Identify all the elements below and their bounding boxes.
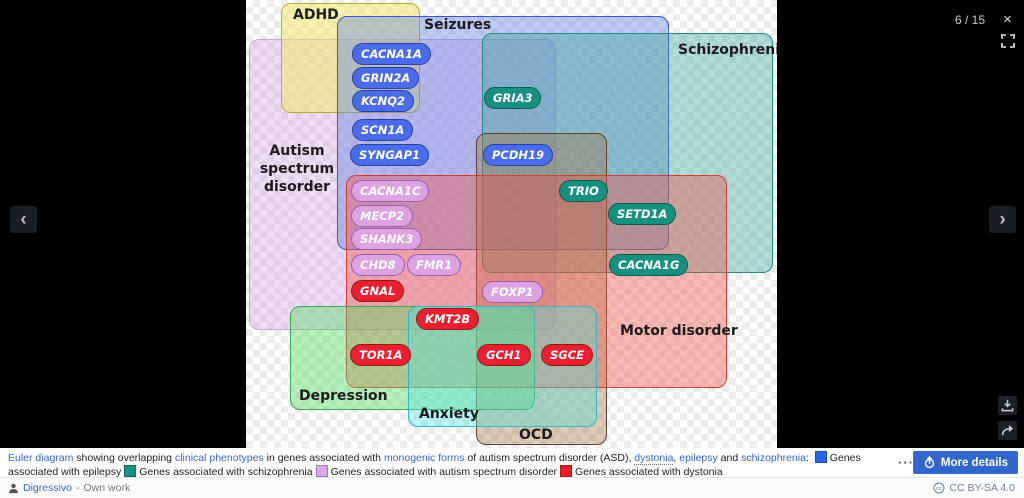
gene-pill-pcdh19: PCDH19	[483, 144, 554, 166]
set-label-autism-spectrum-disorder: Autism spectrum disorder	[259, 143, 335, 195]
legend-swatch-autism	[315, 464, 328, 477]
gene-pill-cacna1a: CACNA1A	[352, 43, 431, 65]
gene-pill-sgce: SGCE	[541, 344, 594, 366]
more-details-label: More details	[940, 456, 1008, 469]
gene-pill-fmr1: FMR1	[407, 254, 462, 276]
link-clinical-phenotypes[interactable]: clinical phenotypes	[174, 452, 264, 464]
image-counter: 6 / 15	[955, 13, 986, 27]
fullscreen-button[interactable]	[999, 32, 1017, 50]
set-label-schizophrenia: Schizophrenia	[678, 42, 777, 58]
license-link[interactable]: CC BY-SA 4.0	[949, 482, 1015, 494]
gene-pill-cacna1c: CACNA1C	[351, 180, 430, 202]
next-image-button[interactable]: ›	[989, 206, 1016, 233]
viewer-black-stage: Autism spectrum disorder ADHD Seizures S…	[0, 0, 1024, 448]
legend-label-autism: Genes associated with autism spectrum di…	[330, 465, 558, 478]
set-label-ocd: OCD	[519, 427, 553, 443]
more-options-button[interactable]: ···	[898, 455, 914, 470]
svg-text:cc: cc	[936, 486, 942, 492]
chevron-left-icon: ‹	[20, 208, 27, 230]
gene-pill-shank3: SHANK3	[351, 228, 423, 250]
more-details-button[interactable]: More details	[912, 451, 1018, 474]
legend-label-schizophrenia: Genes associated with schizophrenia	[139, 465, 313, 478]
gene-pill-tor1a: TOR1A	[350, 344, 412, 366]
previous-image-button[interactable]: ‹	[10, 206, 37, 233]
link-monogenic-forms[interactable]: monogenic forms	[383, 452, 465, 464]
set-label-motor-disorder: Motor disorder	[620, 323, 738, 339]
gene-pill-chd8: CHD8	[351, 254, 405, 276]
gene-pill-gnal: GNAL	[351, 280, 405, 302]
fullscreen-icon	[1001, 34, 1015, 48]
license-attribution: cc CC BY-SA 4.0	[933, 482, 1015, 494]
gene-pill-foxp1: FOXP1	[482, 281, 543, 303]
gene-pill-trio: TRIO	[559, 180, 608, 202]
share-icon	[1001, 425, 1014, 436]
gene-pill-grin2a: GRIN2A	[352, 67, 420, 89]
gene-pill-setd1a: SETD1A	[608, 203, 677, 225]
link-epilepsy[interactable]: epilepsy	[679, 452, 718, 464]
caption-bar: Euler diagram showing overlapping clinic…	[0, 448, 1024, 478]
download-button[interactable]	[998, 396, 1017, 415]
link-dystonia[interactable]: dystonia	[634, 452, 674, 465]
set-label-adhd: ADHD	[293, 7, 339, 23]
share-button[interactable]	[998, 421, 1017, 440]
set-label-depression: Depression	[299, 388, 388, 404]
caption-text-segment: ,	[673, 452, 680, 464]
caption-text-segment: :	[805, 452, 812, 464]
legend-swatch-dystonia	[560, 464, 573, 477]
set-label-seizures: Seizures	[424, 17, 492, 33]
set-label-anxiety: Anxiety	[419, 406, 479, 422]
user-icon	[8, 483, 19, 493]
gene-pill-syngap1: SYNGAP1	[350, 144, 430, 166]
legend-swatch-epilepsy	[814, 451, 827, 463]
chevron-right-icon: ›	[999, 208, 1006, 230]
author-attribution: Digressivo - Own work	[8, 482, 130, 494]
link-euler-diagram[interactable]: Euler diagram	[8, 452, 74, 464]
image-euler-diagram[interactable]: Autism spectrum disorder ADHD Seizures S…	[246, 0, 777, 448]
gene-pill-gch1: GCH1	[477, 344, 531, 366]
ellipsis-icon: ···	[898, 455, 914, 470]
caption-text-segment: in genes associated with	[263, 452, 384, 464]
commons-logo-icon	[924, 456, 935, 469]
gene-pill-kcnq2: KCNQ2	[352, 90, 415, 112]
close-button[interactable]: ×	[998, 10, 1017, 29]
gene-pill-scn1a: SCN1A	[352, 119, 414, 141]
download-icon	[1001, 399, 1014, 412]
source-text: Own work	[83, 482, 131, 494]
caption-text-segment: showing overlapping	[73, 452, 175, 464]
attribution-bar: Digressivo - Own work cc CC BY-SA 4.0	[0, 477, 1024, 498]
attribution-separator: -	[76, 482, 80, 494]
gene-pill-gria3: GRIA3	[484, 87, 542, 109]
caption-text-segment: of autism spectrum disorder (ASD),	[464, 452, 635, 464]
legend-swatch-schizophrenia	[124, 464, 137, 477]
author-link[interactable]: Digressivo	[23, 482, 73, 494]
creative-commons-icon: cc	[933, 482, 945, 494]
close-icon: ×	[1003, 11, 1012, 28]
legend-label-dystonia: Genes associated with dystonia	[575, 465, 723, 478]
image-caption: Euler diagram showing overlapping clinic…	[8, 451, 893, 478]
link-schizophrenia[interactable]: schizophrenia	[741, 452, 806, 464]
gene-pill-mecp2: MECP2	[351, 205, 414, 227]
caption-text-segment: and	[717, 452, 742, 464]
legend-label-epilepsy: Genes associated with epilepsy	[8, 452, 861, 478]
gene-pill-cacna1g: CACNA1G	[609, 254, 689, 276]
gene-pill-kmt2b: KMT2B	[416, 308, 479, 330]
